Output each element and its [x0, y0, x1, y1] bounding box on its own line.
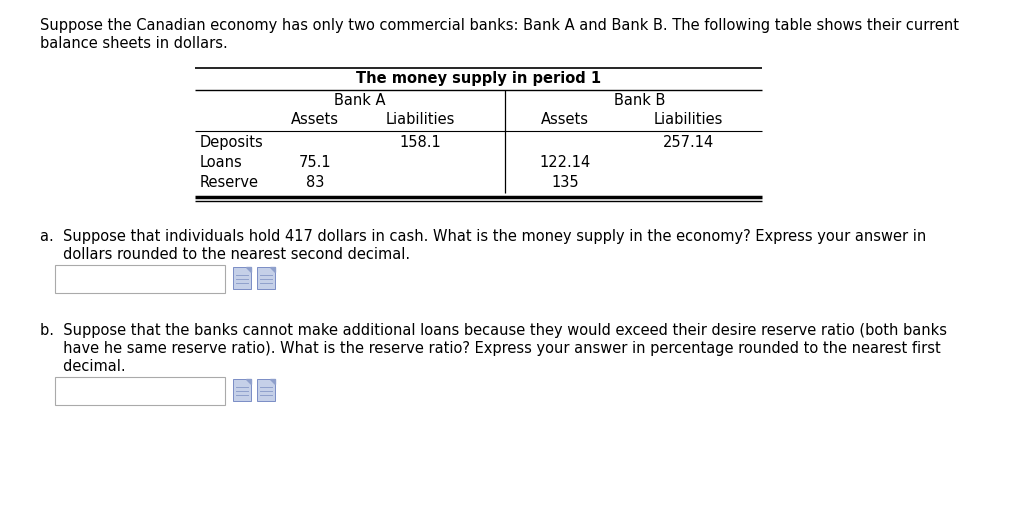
- Polygon shape: [270, 379, 275, 384]
- Text: Deposits: Deposits: [200, 135, 264, 150]
- Text: 158.1: 158.1: [399, 135, 441, 150]
- Polygon shape: [246, 379, 251, 384]
- Text: The money supply in period 1: The money supply in period 1: [356, 71, 601, 86]
- Polygon shape: [270, 267, 275, 272]
- Text: Liabilities: Liabilities: [385, 112, 455, 127]
- FancyBboxPatch shape: [257, 379, 275, 401]
- Text: a.  Suppose that individuals hold 417 dollars in cash. What is the money supply : a. Suppose that individuals hold 417 dol…: [40, 229, 927, 244]
- FancyBboxPatch shape: [233, 379, 251, 401]
- Text: Assets: Assets: [541, 112, 589, 127]
- Text: Suppose the Canadian economy has only two commercial banks: Bank A and Bank B. T: Suppose the Canadian economy has only tw…: [40, 18, 959, 33]
- Text: Assets: Assets: [291, 112, 339, 127]
- Text: b.  Suppose that the banks cannot make additional loans because they would excee: b. Suppose that the banks cannot make ad…: [40, 323, 947, 338]
- FancyBboxPatch shape: [55, 265, 225, 293]
- Text: decimal.: decimal.: [40, 359, 126, 374]
- Text: Liabilities: Liabilities: [653, 112, 723, 127]
- Text: dollars rounded to the nearest second decimal.: dollars rounded to the nearest second de…: [40, 247, 411, 262]
- FancyBboxPatch shape: [55, 377, 225, 405]
- Text: Bank A: Bank A: [334, 93, 386, 108]
- Text: 135: 135: [551, 175, 579, 190]
- Text: Loans: Loans: [200, 155, 243, 170]
- Text: 75.1: 75.1: [299, 155, 332, 170]
- Text: 257.14: 257.14: [663, 135, 714, 150]
- Text: have he same reserve ratio). What is the reserve ratio? Express your answer in p: have he same reserve ratio). What is the…: [40, 341, 941, 356]
- Text: 83: 83: [306, 175, 325, 190]
- Text: balance sheets in dollars.: balance sheets in dollars.: [40, 36, 227, 51]
- Polygon shape: [246, 267, 251, 272]
- FancyBboxPatch shape: [257, 267, 275, 289]
- Text: Reserve: Reserve: [200, 175, 259, 190]
- Text: Bank B: Bank B: [614, 93, 666, 108]
- FancyBboxPatch shape: [233, 267, 251, 289]
- Text: 122.14: 122.14: [540, 155, 591, 170]
